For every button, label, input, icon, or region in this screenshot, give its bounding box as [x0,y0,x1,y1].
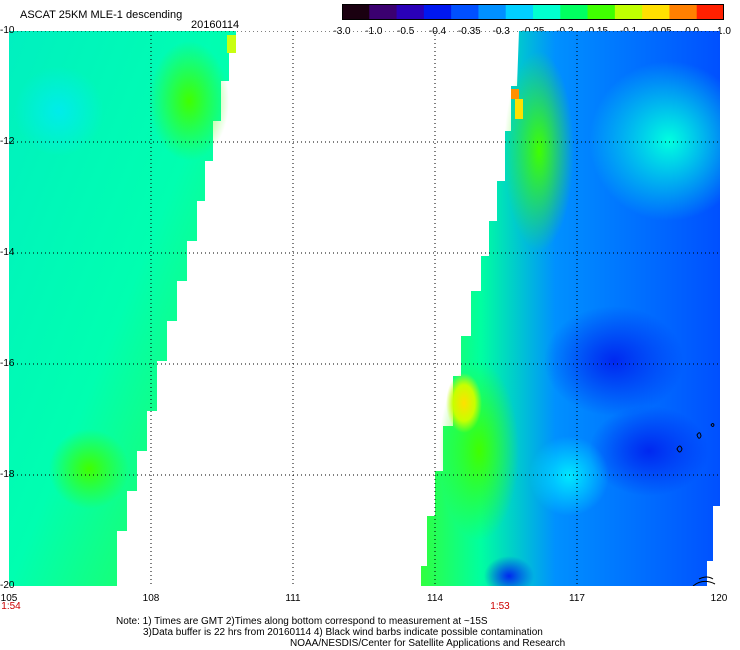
note-line-3: NOAA/NESDIS/Center for Satellite Applica… [290,638,566,649]
colorbar-swatch [478,4,507,20]
product-title: ASCAT 25KM MLE-1 descending [20,9,183,21]
latitude-label: -14 [0,247,15,258]
colorbar-swatch [533,4,561,20]
latitude-label: -18 [0,469,15,480]
colorbar-swatch [560,4,589,20]
swath-map [9,31,720,586]
colorbar-swatch [423,4,452,20]
colorbar-swatch [642,4,671,20]
colorbar-swatch [342,4,370,20]
longitude-label: 117 [569,593,585,604]
colorbar-label: 1.0 [717,26,731,37]
time-label-middle: 1:53 [490,601,510,612]
longitude-label: 111 [285,593,301,604]
colorbar-swatch [369,4,398,20]
latitude-label: -12 [0,136,15,147]
longitude-label: 108 [142,593,160,604]
colorbar-swatch [669,4,698,20]
colorbar-swatch [587,4,616,20]
longitude-label: 114 [427,593,443,604]
east-swath [421,31,720,586]
colorbar-swatch [451,4,480,20]
colorbar-swatch [696,4,724,20]
note-line-2: 3)Data buffer is 22 hrs from 20160114 4)… [143,627,543,638]
latitude-label: -10 [0,25,15,36]
graticule [9,31,720,586]
note-line-1: Note: 1) Times are GMT 2)Times along bot… [116,616,488,627]
colorbar-swatch [505,4,534,20]
colorbar-swatch [614,4,643,20]
colorbar-swatch [396,4,425,20]
time-label-left: 1:54 [1,601,21,612]
west-swath [9,31,236,586]
latitude-label: -16 [0,358,15,369]
colorbar [342,4,724,20]
latitude-label: -20 [0,580,15,591]
colorbar-frame [342,4,724,20]
longitude-label: 120 [710,593,728,604]
longitude-label: 105 [0,593,18,604]
product-date: 20160114 [191,19,240,31]
